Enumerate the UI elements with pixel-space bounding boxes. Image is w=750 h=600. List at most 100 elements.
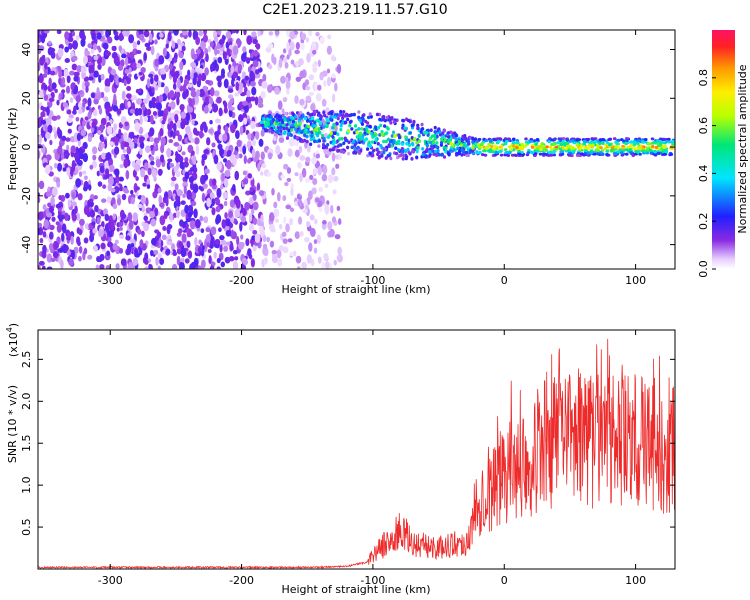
heatmap-cell bbox=[367, 130, 371, 134]
heatmap-cell bbox=[112, 203, 118, 210]
heatmap-cell bbox=[320, 133, 325, 138]
heatmap-cell bbox=[291, 123, 295, 127]
heatmap-cell bbox=[176, 38, 181, 46]
heatmap-cell bbox=[190, 61, 196, 68]
heatmap-cell bbox=[87, 135, 92, 143]
heatmap-cell bbox=[270, 228, 276, 233]
heatmap-cell bbox=[511, 137, 516, 141]
heatmap-cell bbox=[204, 168, 210, 174]
heatmap-cell bbox=[294, 95, 299, 104]
snr-scale-base: (x10 bbox=[7, 332, 20, 357]
heatmap-cell bbox=[136, 98, 142, 105]
heatmap-cell bbox=[109, 118, 113, 124]
heatmap-cell bbox=[314, 127, 318, 131]
heatmap-cell bbox=[494, 150, 499, 154]
heatmap-cell bbox=[159, 128, 164, 137]
heatmap-cell bbox=[38, 180, 45, 190]
heatmap-cell bbox=[568, 144, 573, 148]
heatmap-cell bbox=[394, 141, 399, 146]
heatmap-cell bbox=[406, 118, 411, 123]
heatmap-cell bbox=[435, 141, 439, 145]
heatmap-cell bbox=[286, 177, 292, 183]
heatmap-cell bbox=[366, 121, 370, 125]
heatmap-cell bbox=[71, 201, 77, 207]
heatmap-cell bbox=[173, 57, 178, 63]
heatmap-cell bbox=[307, 130, 311, 134]
heatmap-cell bbox=[257, 30, 261, 37]
y-tick-label: 1.0 bbox=[20, 476, 33, 494]
heatmap-cell bbox=[352, 112, 356, 117]
snr-axes: -300 -200 -100 0 100 0.5 1.0 1.5 2.0 2.5 bbox=[20, 330, 675, 587]
heatmap-cell bbox=[75, 116, 80, 122]
heatmap-cell bbox=[107, 241, 113, 248]
heatmap-cell bbox=[274, 86, 280, 95]
heatmap-cell bbox=[242, 178, 249, 185]
heatmap-cell bbox=[234, 208, 241, 218]
heatmap-cell bbox=[159, 257, 165, 266]
heatmap-cell bbox=[305, 86, 311, 91]
heatmap-cell bbox=[206, 241, 211, 248]
heatmap-cell bbox=[252, 193, 257, 201]
heatmap-cell bbox=[65, 144, 70, 152]
heatmap-cell bbox=[564, 147, 569, 151]
heatmap-cell bbox=[322, 139, 326, 143]
y-tick-label: 40 bbox=[20, 43, 33, 57]
heatmap-cell bbox=[331, 54, 335, 62]
heatmap-cell bbox=[492, 147, 496, 151]
heatmap-cell bbox=[200, 259, 206, 269]
heatmap-cell bbox=[624, 152, 629, 156]
heatmap-cell bbox=[463, 136, 467, 141]
heatmap-cell bbox=[288, 137, 295, 147]
heatmap-cell bbox=[332, 122, 336, 127]
heatmap-cell bbox=[130, 242, 135, 248]
heatmap-cell bbox=[634, 150, 639, 154]
heatmap-cell bbox=[52, 126, 57, 134]
heatmap-cell bbox=[586, 151, 591, 155]
heatmap-cell bbox=[297, 216, 303, 225]
heatmap-cell bbox=[133, 137, 138, 144]
heatmap-cell bbox=[424, 131, 429, 135]
heatmap-cell bbox=[62, 102, 68, 108]
heatmap-cell bbox=[321, 261, 326, 269]
heatmap-cell bbox=[342, 110, 346, 114]
heatmap-cell bbox=[100, 136, 105, 143]
heatmap-cell bbox=[358, 118, 363, 123]
heatmap-cell bbox=[217, 56, 223, 64]
heatmap-cell bbox=[284, 61, 289, 69]
heatmap-cell bbox=[71, 31, 76, 37]
heatmap-cell bbox=[275, 145, 281, 156]
heatmap-cell bbox=[289, 42, 295, 51]
heatmap-cell bbox=[331, 216, 337, 223]
heatmap-cell bbox=[91, 221, 96, 226]
heatmap-cell bbox=[221, 219, 226, 229]
heatmap-cell bbox=[415, 140, 419, 145]
heatmap-cell bbox=[83, 247, 88, 255]
heatmap-cell bbox=[124, 121, 129, 127]
heatmap-cell bbox=[198, 239, 202, 245]
heatmap-cell bbox=[177, 78, 181, 89]
heatmap-cell bbox=[481, 153, 485, 157]
heatmap-cell bbox=[127, 73, 132, 78]
snr-series-line bbox=[38, 338, 675, 569]
heatmap-cell bbox=[84, 81, 90, 88]
heatmap-cell bbox=[240, 234, 244, 240]
heatmap-cell bbox=[106, 125, 113, 135]
heatmap-cell bbox=[88, 76, 94, 81]
heatmap-cell bbox=[107, 230, 113, 238]
heatmap-cell bbox=[419, 130, 423, 134]
heatmap-cell bbox=[62, 167, 67, 172]
heatmap-cell bbox=[209, 87, 215, 97]
heatmap-cell bbox=[125, 169, 130, 180]
heatmap-cell bbox=[82, 100, 86, 108]
heatmap-cell bbox=[248, 212, 253, 222]
heatmap-cell bbox=[192, 30, 197, 41]
heatmap-cell bbox=[38, 227, 41, 236]
heatmap-cell bbox=[194, 96, 199, 104]
heatmap-cell bbox=[317, 127, 321, 131]
heatmap-cell bbox=[551, 151, 556, 155]
heatmap-cell bbox=[294, 123, 298, 128]
heatmap-cell bbox=[308, 242, 313, 252]
heatmap-cell bbox=[254, 233, 261, 244]
heatmap-cell bbox=[252, 201, 259, 211]
heatmap-cell bbox=[39, 56, 46, 64]
